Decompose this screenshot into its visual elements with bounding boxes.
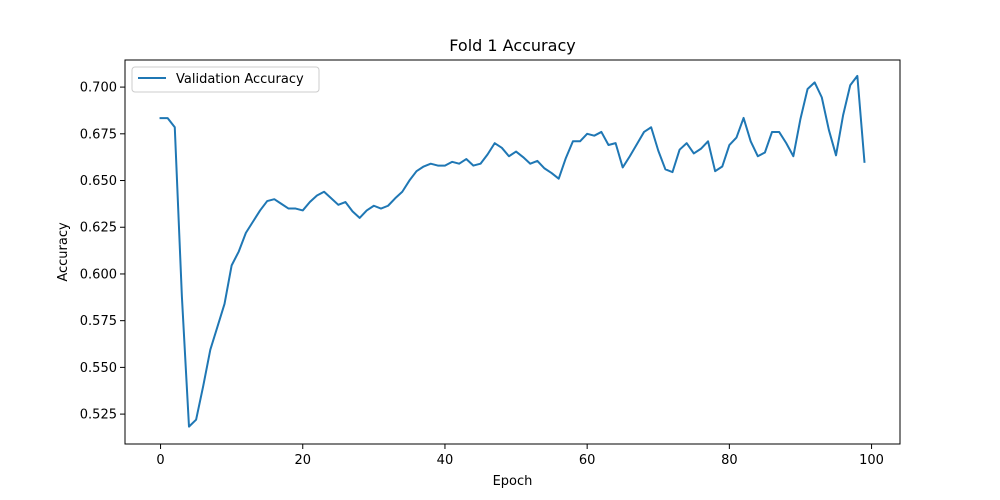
x-tick-label: 80 — [721, 453, 738, 468]
x-tick-label: 40 — [437, 453, 454, 468]
y-tick-label: 0.575 — [80, 314, 117, 329]
y-axis-ticks: 0.525 0.550 0.575 0.600 0.625 0.650 0.675 0.700 — [80, 81, 125, 423]
legend-box — [131, 66, 320, 93]
x-tick-label: 100 — [859, 453, 884, 468]
legend: Validation Accuracy — [131, 66, 320, 93]
legend-label: Validation Accuracy — [176, 72, 304, 87]
y-tick-label: 0.525 — [80, 408, 117, 423]
y-tick-label: 0.600 — [80, 267, 117, 282]
y-tick-label: 0.550 — [80, 361, 117, 376]
y-axis-label: Accuracy — [56, 222, 71, 282]
y-tick-label: 0.650 — [80, 174, 117, 189]
x-axis-ticks: 0 20 40 60 80 100 — [156, 444, 884, 468]
x-tick-label: 0 — [156, 453, 164, 468]
x-tick-label: 60 — [579, 453, 596, 468]
y-tick-label: 0.625 — [80, 221, 117, 236]
x-tick-label: 20 — [294, 453, 311, 468]
series-line-0 — [159, 74, 866, 428]
chart-title: Fold 1 Accuracy — [449, 36, 575, 55]
x-axis-label: Epoch — [493, 474, 533, 489]
plot-frame — [124, 59, 901, 445]
plot-area — [124, 59, 901, 445]
series-layer — [159, 74, 866, 428]
y-tick-label: 0.675 — [80, 127, 117, 142]
y-tick-label: 0.700 — [80, 81, 117, 96]
